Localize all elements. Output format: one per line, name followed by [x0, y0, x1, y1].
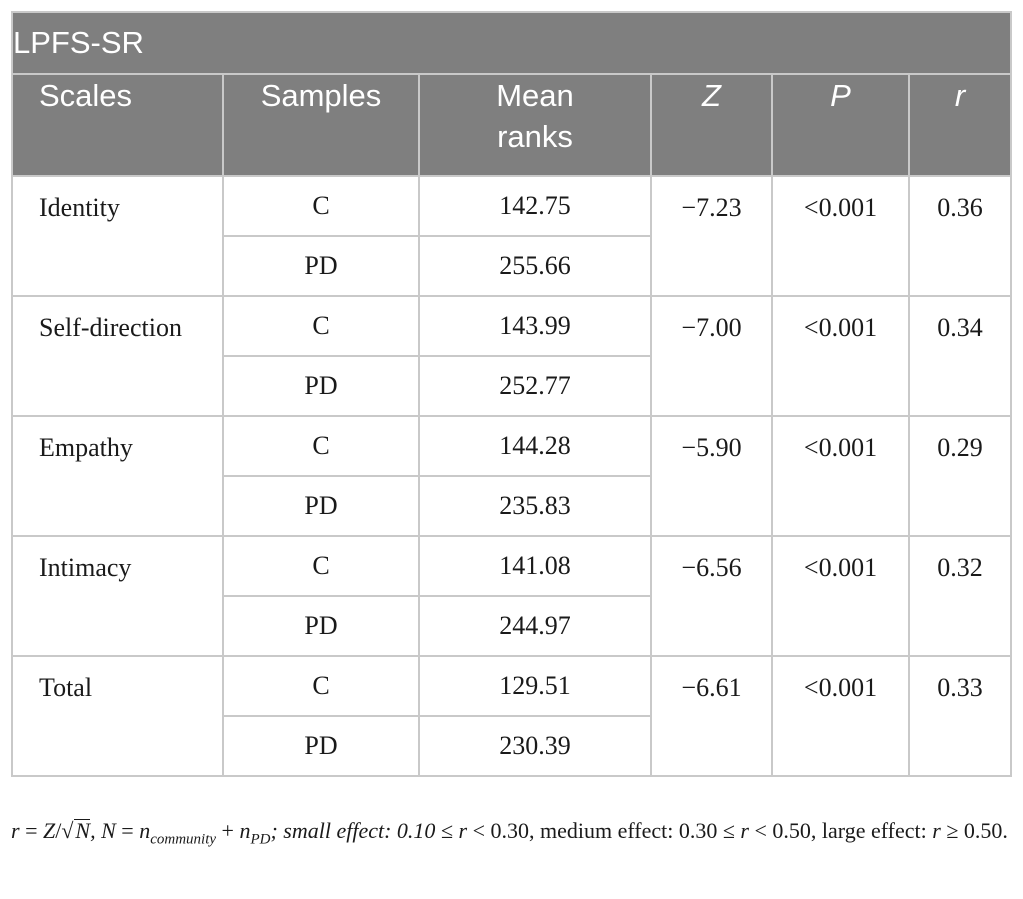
table-row: PD 235.83	[12, 475, 1011, 537]
table-row: Identity C 142.75 −7.23 <0.001 0.36	[11, 175, 1013, 297]
footnote-var-r: r	[11, 818, 20, 843]
mean-rank: 129.51	[418, 655, 652, 717]
mean-rank: 252.77	[418, 355, 652, 417]
footnote-text: ,	[90, 818, 102, 843]
table-row: PD 244.97	[12, 595, 1011, 657]
footnote-var-n: N	[101, 818, 116, 843]
p-value: <0.001	[771, 415, 910, 537]
mean-rank: 230.39	[418, 715, 652, 777]
header-z: Z	[650, 73, 773, 177]
footnote-text: +	[216, 818, 240, 843]
results-table: LPFS-SR Scales Samples Mean ranks Z P r …	[10, 11, 1013, 777]
footnote-text: ; small effect: 0.10 ≤	[270, 818, 459, 843]
mean-rank: 142.75	[418, 175, 652, 237]
sample-label: C	[222, 655, 420, 717]
mean-rank: 255.66	[418, 235, 652, 297]
header-mean-ranks: Mean ranks	[418, 73, 652, 177]
scale-name: Empathy	[11, 415, 224, 537]
footnote-subscript: community	[150, 831, 217, 848]
sample-label: PD	[222, 715, 420, 777]
table-row: Total C 129.51 −6.61 <0.001 0.33	[11, 655, 1013, 777]
footnote-var-z: Z	[42, 818, 56, 843]
table-row: Intimacy C 141.08 −6.56 <0.001 0.32	[11, 535, 1013, 657]
header-p: P	[771, 73, 910, 177]
footnote-text: < 0.50, large effect:	[748, 818, 933, 843]
header-samples: Samples	[222, 73, 420, 177]
z-value: −6.56	[650, 535, 773, 657]
results-table-container: LPFS-SR Scales Samples Mean ranks Z P r …	[10, 11, 1013, 777]
table-title: LPFS-SR	[10, 11, 1013, 75]
mean-rank: 141.08	[418, 535, 652, 597]
z-value: −7.23	[650, 175, 773, 297]
table-row: Empathy C 144.28 −5.90 <0.001 0.29	[11, 415, 1013, 537]
header-mean-ranks-line1: Mean	[496, 78, 574, 113]
mean-rank: 235.83	[418, 475, 652, 537]
r-value: 0.32	[907, 535, 1013, 657]
footnote-subscript: PD	[250, 831, 271, 848]
scale-name: Self-direction	[11, 295, 224, 417]
footnote-text: =	[115, 818, 140, 843]
r-value: 0.29	[907, 415, 1013, 537]
sample-label: PD	[222, 475, 420, 537]
footnote-var-r: r	[932, 818, 941, 843]
z-value: −5.90	[650, 415, 773, 537]
mean-rank: 244.97	[418, 595, 652, 657]
header-r: r	[907, 73, 1013, 177]
scale-name: Total	[11, 655, 224, 777]
sample-label: C	[222, 295, 420, 357]
footnote-var-n-small: n	[239, 818, 251, 843]
table-row: PD 230.39	[12, 715, 1011, 777]
p-value: <0.001	[771, 535, 910, 657]
footnote-text: =	[19, 818, 43, 843]
header-mean-ranks-line2: ranks	[497, 119, 573, 154]
table-row: PD 252.77	[12, 355, 1011, 417]
z-value: −6.61	[650, 655, 773, 777]
sample-label: PD	[222, 355, 420, 417]
r-value: 0.34	[907, 295, 1013, 417]
footnote-var-n: N	[74, 818, 91, 843]
z-value: −7.00	[650, 295, 773, 417]
scale-name: Identity	[11, 175, 224, 297]
p-value: <0.001	[771, 295, 910, 417]
table-row: Self-direction C 143.99 −7.00 <0.001 0.3…	[11, 295, 1013, 417]
footnote-text: ≥ 0.50.	[940, 818, 1008, 843]
table-row: PD 255.66	[12, 235, 1011, 297]
footnote-sqrt-sign: /√	[55, 818, 74, 843]
r-value: 0.33	[907, 655, 1013, 777]
sample-label: PD	[222, 235, 420, 297]
footnote-var-n-small: n	[139, 818, 151, 843]
mean-rank: 143.99	[418, 295, 652, 357]
footnote-var-r: r	[458, 818, 468, 843]
sample-label: C	[222, 175, 420, 237]
sample-label: C	[222, 535, 420, 597]
r-value: 0.36	[907, 175, 1013, 297]
sample-label: PD	[222, 595, 420, 657]
table-footnote: r = Z/√N, N = ncommunity + nPD; small ef…	[11, 814, 1016, 856]
footnote-var-r: r	[740, 818, 749, 843]
p-value: <0.001	[771, 655, 910, 777]
p-value: <0.001	[771, 175, 910, 297]
header-scales: Scales	[11, 73, 224, 177]
mean-rank: 144.28	[418, 415, 652, 477]
scale-name: Intimacy	[11, 535, 224, 657]
footnote-text: < 0.30, medium effect: 0.30 ≤	[467, 818, 741, 843]
sample-label: C	[222, 415, 420, 477]
